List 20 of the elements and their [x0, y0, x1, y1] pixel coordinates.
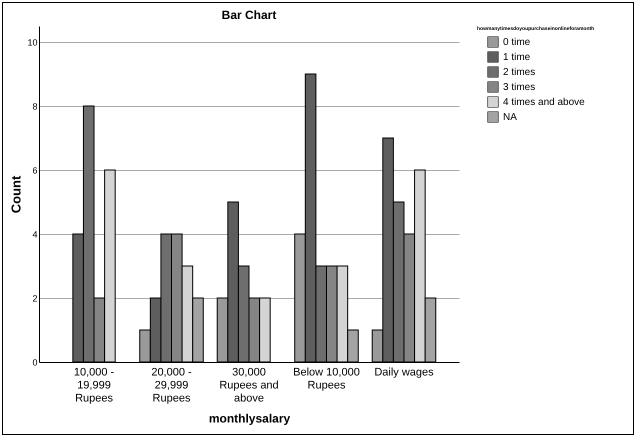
x-tick-label: 20,000 - 29,999 Rupees	[151, 366, 192, 404]
legend-label: 2 times	[503, 67, 536, 78]
y-tick-label: 2	[32, 294, 38, 304]
y-tick-label: 8	[32, 102, 38, 112]
x-tick-label: 30,000 Rupees and above	[219, 366, 279, 404]
x-tick-label: Daily wages	[374, 366, 434, 378]
y-tick-label: 10	[27, 38, 38, 48]
legend-label: 3 times	[503, 82, 536, 93]
legend-label: 4 times and above	[503, 97, 586, 108]
y-axis-title: Count	[8, 175, 24, 214]
y-tick-label: 0	[32, 358, 38, 368]
y-tick-label: 6	[32, 166, 38, 176]
legend-label: 1 time	[503, 52, 531, 63]
legend-label: 0 time	[503, 37, 531, 48]
x-axis-title: monthlysalary	[208, 412, 290, 426]
x-tick-label: Below 10,000 Rupees	[293, 366, 360, 392]
x-tick-label: 10,000 - 19,999 Rupees	[74, 366, 115, 404]
legend-label: NA	[503, 112, 518, 123]
chart-title: Bar Chart	[222, 8, 276, 22]
y-tick-label: 4	[32, 230, 38, 240]
